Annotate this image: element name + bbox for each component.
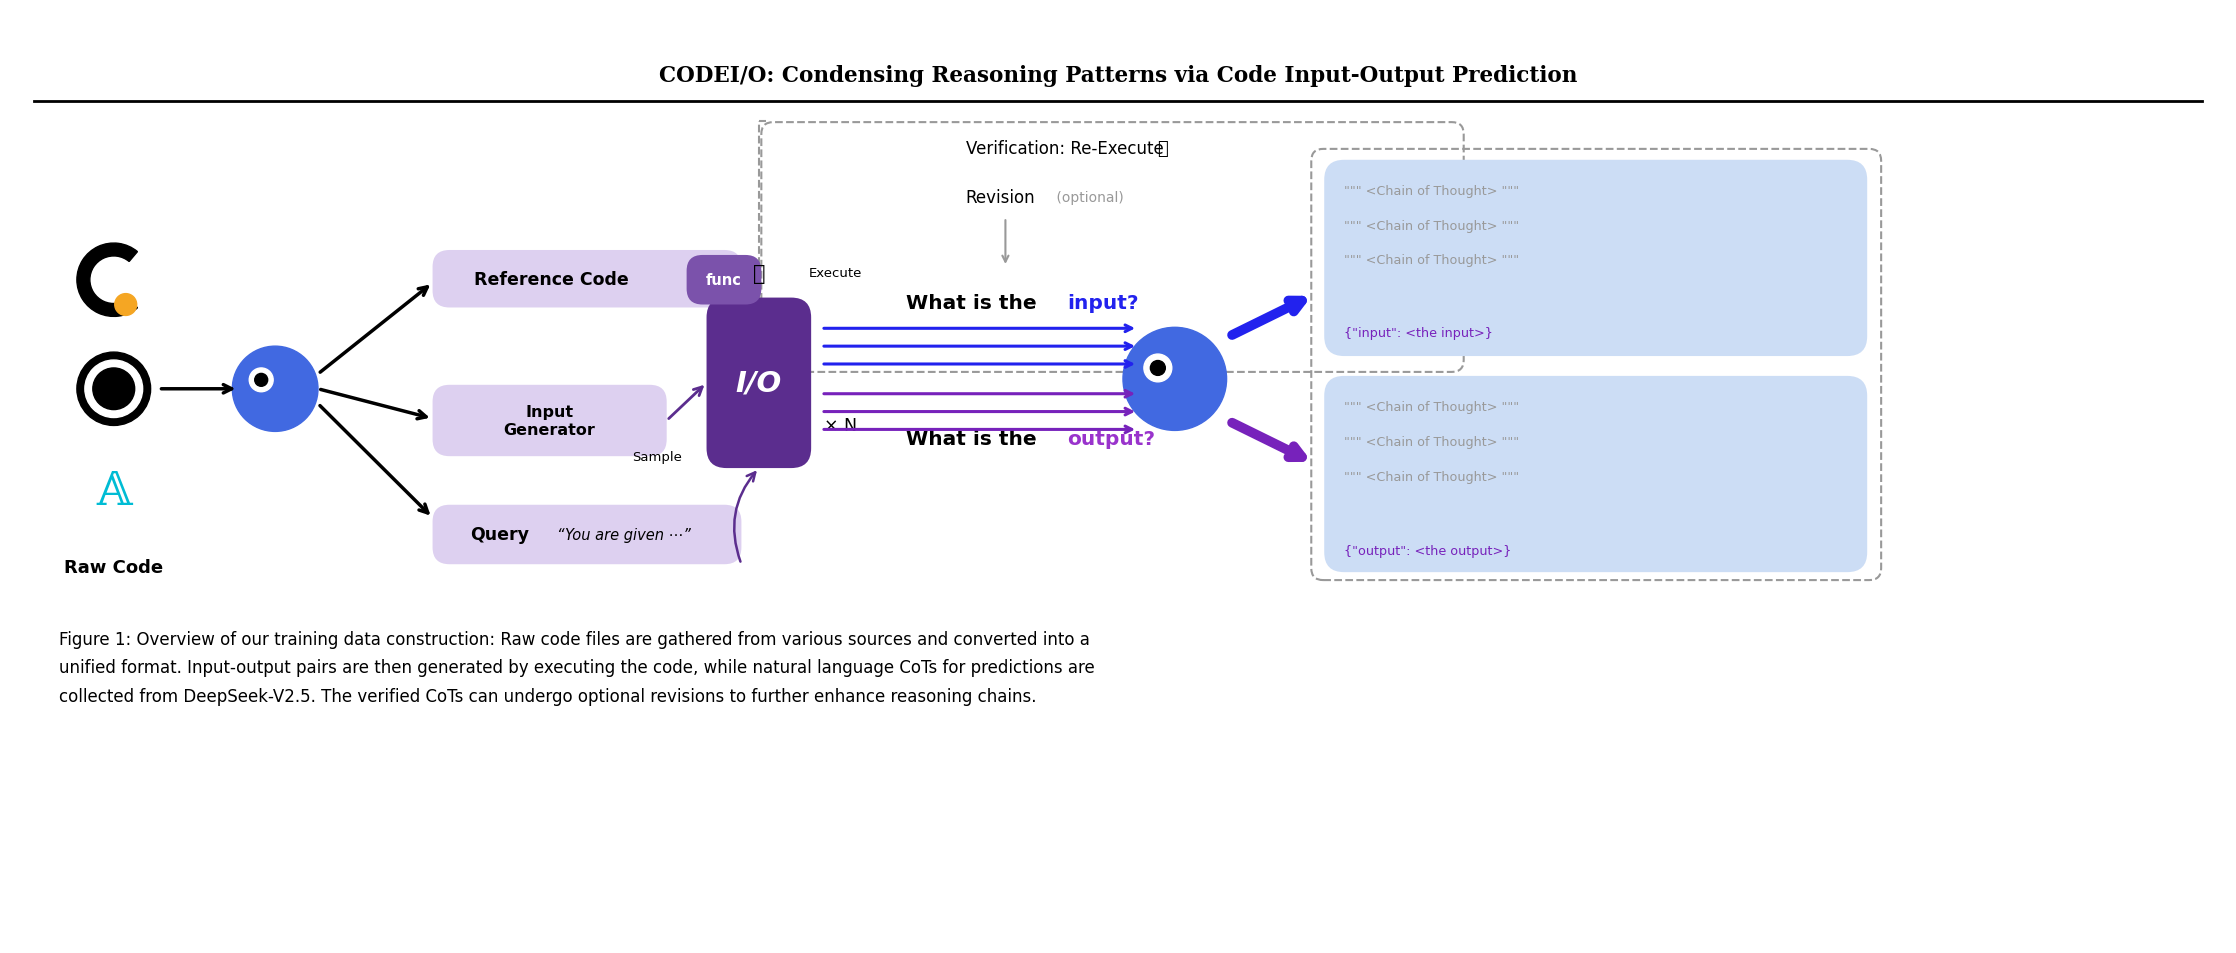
Text: Raw Code: Raw Code: [65, 558, 163, 577]
Text: CODEI/O: Condensing Reasoning Patterns via Code Input-Output Prediction: CODEI/O: Condensing Reasoning Patterns v…: [660, 65, 1576, 87]
Text: I/O: I/O: [736, 370, 783, 397]
Text: Figure 1: Overview of our training data construction: Raw code files are gathere: Figure 1: Overview of our training data …: [58, 630, 1096, 705]
Circle shape: [76, 353, 150, 426]
FancyBboxPatch shape: [1324, 376, 1867, 573]
Circle shape: [85, 360, 143, 418]
Text: Execute: Execute: [809, 267, 863, 280]
Circle shape: [114, 294, 136, 316]
Text: """ <Chain of Thought> """: """ <Chain of Thought> """: [1344, 185, 1518, 198]
Text: “You are given ⋯”: “You are given ⋯”: [557, 527, 691, 542]
Circle shape: [248, 369, 273, 393]
Text: (optional): (optional): [1053, 192, 1125, 205]
FancyBboxPatch shape: [432, 385, 666, 456]
Text: {"output": <the output>}: {"output": <the output>}: [1344, 544, 1512, 558]
Text: """ <Chain of Thought> """: """ <Chain of Thought> """: [1344, 436, 1518, 448]
Circle shape: [1149, 361, 1165, 376]
Text: Reference Code: Reference Code: [474, 271, 628, 289]
Text: input?: input?: [1067, 294, 1138, 313]
Wedge shape: [76, 244, 136, 317]
Text: """ <Chain of Thought> """: """ <Chain of Thought> """: [1344, 219, 1518, 233]
Text: """ <Chain of Thought> """: """ <Chain of Thought> """: [1344, 400, 1518, 414]
Circle shape: [255, 374, 268, 387]
Text: Verification: Re-Execute: Verification: Re-Execute: [966, 140, 1163, 158]
Text: 𝔸: 𝔸: [96, 469, 132, 514]
Text: output?: output?: [1067, 430, 1156, 448]
Text: × N: × N: [825, 417, 856, 435]
Text: Revision: Revision: [966, 190, 1035, 207]
Circle shape: [233, 347, 318, 432]
Text: """ <Chain of Thought> """: """ <Chain of Thought> """: [1344, 254, 1518, 267]
Text: What is the: What is the: [906, 294, 1044, 313]
FancyBboxPatch shape: [707, 298, 812, 469]
Text: {"input": <the input>}: {"input": <the input>}: [1344, 327, 1494, 339]
Text: Query: Query: [470, 526, 530, 544]
Text: func: func: [707, 273, 742, 288]
Circle shape: [1145, 355, 1172, 382]
Text: What is the: What is the: [906, 430, 1044, 448]
Text: Input
Generator: Input Generator: [503, 405, 595, 437]
Text: 🐍: 🐍: [1156, 140, 1167, 158]
Text: """ <Chain of Thought> """: """ <Chain of Thought> """: [1344, 470, 1518, 483]
FancyBboxPatch shape: [686, 255, 760, 305]
Text: 🐍: 🐍: [754, 264, 765, 283]
FancyBboxPatch shape: [1324, 161, 1867, 356]
Text: Sample: Sample: [633, 450, 682, 463]
FancyBboxPatch shape: [432, 505, 742, 564]
Circle shape: [1122, 328, 1228, 431]
Circle shape: [94, 369, 134, 410]
FancyBboxPatch shape: [432, 251, 742, 308]
